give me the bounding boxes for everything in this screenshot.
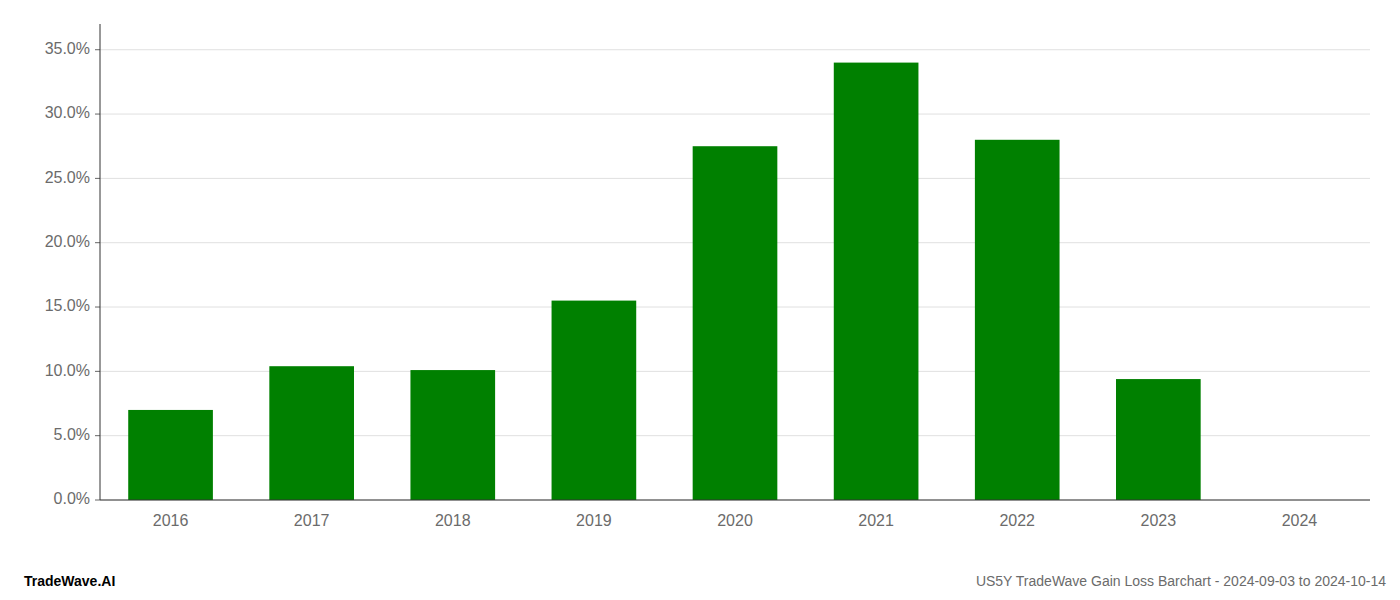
x-tick-label: 2023 (1141, 512, 1177, 529)
y-tick-label: 5.0% (54, 426, 90, 443)
bar (128, 410, 213, 500)
y-axis: 0.0% 5.0% 10.0% 15.0% 20.0% 25.0% 30.0% 35.0% (45, 40, 100, 507)
y-tick (95, 307, 100, 308)
x-axis-line (100, 500, 1370, 501)
y-tick (95, 500, 100, 501)
y-tick-label: 15.0% (45, 297, 90, 314)
x-tick-label: 2022 (999, 512, 1035, 529)
bar (834, 63, 919, 500)
bar (975, 140, 1060, 500)
bar (410, 370, 495, 500)
y-tick (95, 435, 100, 436)
y-tick-label: 0.0% (54, 490, 90, 507)
x-axis: 2016 2017 2018 2019 2020 2021 2022 2023 2024 (153, 512, 1318, 529)
y-tick-label: 10.0% (45, 362, 90, 379)
y-tick (95, 178, 100, 179)
footer-left: TradeWave.AI (24, 573, 115, 589)
bar (269, 366, 354, 500)
grid (100, 50, 1370, 500)
x-tick-label: 2016 (153, 512, 189, 529)
bars (128, 63, 1200, 500)
y-tick (95, 114, 100, 115)
grid-line (100, 114, 1370, 115)
bar (552, 301, 637, 500)
y-tick-label: 25.0% (45, 169, 90, 186)
grid-line (100, 49, 1370, 50)
x-tick-label: 2019 (576, 512, 612, 529)
grid-line (100, 500, 1370, 501)
x-tick-label: 2020 (717, 512, 753, 529)
footer-right: US5Y TradeWave Gain Loss Barchart - 2024… (976, 573, 1386, 589)
y-tick-label: 20.0% (45, 233, 90, 250)
bar (693, 146, 778, 500)
x-tick-label: 2021 (858, 512, 894, 529)
chart-container: 0.0% 5.0% 10.0% 15.0% 20.0% 25.0% 30.0% 35.0% 20… (0, 0, 1400, 600)
y-tick (95, 371, 100, 372)
bar (1116, 379, 1201, 500)
y-axis-line (100, 24, 101, 500)
y-tick (95, 242, 100, 243)
x-tick-label: 2017 (294, 512, 330, 529)
y-tick-label: 35.0% (45, 40, 90, 57)
x-tick-label: 2024 (1282, 512, 1318, 529)
chart-svg: 0.0% 5.0% 10.0% 15.0% 20.0% 25.0% 30.0% 35.0% 20… (0, 0, 1400, 600)
y-tick-label: 30.0% (45, 104, 90, 121)
y-tick (95, 49, 100, 50)
x-tick-label: 2018 (435, 512, 471, 529)
